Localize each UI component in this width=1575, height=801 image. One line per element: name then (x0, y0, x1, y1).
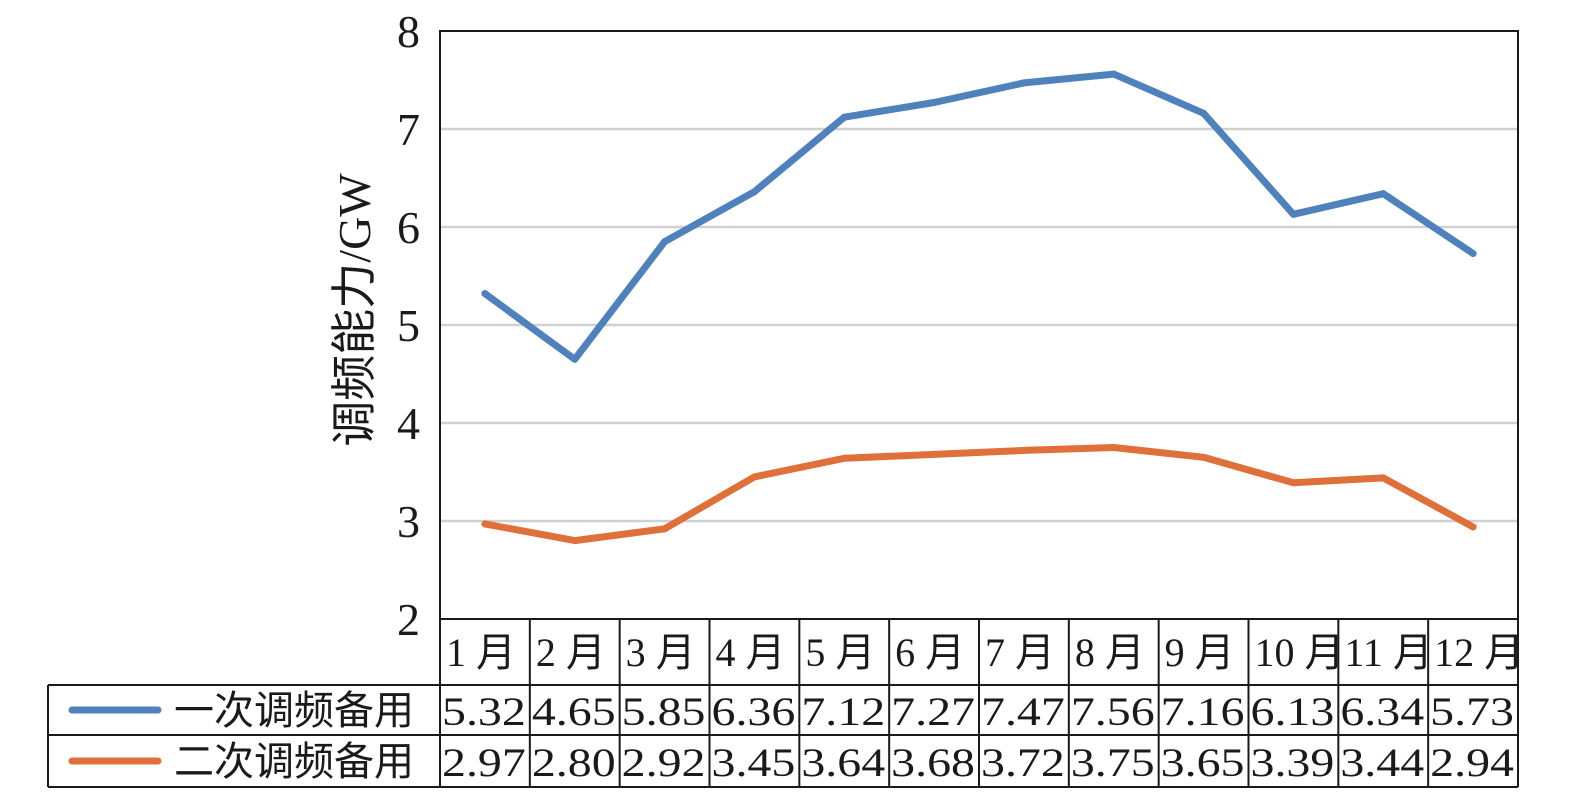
data-table-value: 4.65 (532, 689, 616, 734)
x-tick-label: 9 月 (1165, 630, 1235, 675)
data-table-value: 3.44 (1340, 740, 1424, 785)
y-tick-label: 6 (397, 202, 420, 253)
data-table-value: 7.27 (891, 689, 975, 734)
y-tick-label: 4 (397, 398, 420, 449)
data-point (840, 454, 848, 462)
data-point (1110, 444, 1118, 451)
x-tick-label: 8 月 (1075, 630, 1145, 675)
series-line-2 (481, 444, 1477, 545)
data-table-value: 3.72 (981, 740, 1065, 785)
data-table: 1 月 2 月 3 月 4 月 5 月 6 月 7 月 8 月 9 月 10 月 11 月 12 月一… (47, 619, 1524, 788)
data-table-value: 2.80 (532, 740, 616, 785)
data-table-value: 6.34 (1340, 689, 1424, 734)
x-tick-label: 6 月 (895, 630, 965, 675)
data-point (750, 473, 758, 481)
y-tick-label: 5 (397, 300, 420, 351)
data-table-value: 3.65 (1161, 740, 1245, 785)
data-table-value: 3.64 (801, 740, 885, 785)
x-tick-label: 7 月 (985, 630, 1055, 675)
x-tick-label: 1 月 (446, 630, 516, 675)
data-point (1200, 109, 1208, 117)
data-point (1289, 479, 1297, 487)
x-tick-label: 12 月 (1434, 630, 1524, 675)
data-point (661, 238, 669, 246)
legend-label: 一次调频备用 (174, 688, 414, 733)
data-point (1110, 70, 1118, 78)
x-tick-label: 2 月 (536, 630, 606, 675)
data-point (840, 113, 848, 121)
series-line-1 (481, 70, 1477, 363)
data-point (930, 99, 938, 107)
data-point (481, 520, 489, 528)
data-table-value: 2.97 (442, 740, 526, 785)
data-table-value: 3.68 (891, 740, 975, 785)
y-tick-label: 2 (397, 594, 420, 645)
data-point (1379, 474, 1387, 482)
data-table-value: 7.56 (1071, 689, 1155, 734)
data-point (1469, 249, 1477, 257)
y-axis-label: 调频能力/GW (329, 173, 380, 447)
series-lines (481, 70, 1477, 545)
y-tick-label: 3 (397, 496, 420, 547)
data-table-value: 6.36 (712, 689, 796, 734)
data-table-value: 5.73 (1430, 689, 1514, 734)
data-table-value: 3.39 (1251, 740, 1335, 785)
x-tick-label: 10 月 (1255, 630, 1345, 675)
data-table-value: 7.12 (801, 689, 885, 734)
legend-label: 二次调频备用 (174, 739, 414, 784)
x-tick-label: 5 月 (805, 630, 875, 675)
data-point (930, 450, 938, 458)
y-tick-label: 7 (397, 104, 420, 155)
data-table-value: 5.85 (622, 689, 706, 734)
data-table-value: 3.75 (1071, 740, 1155, 785)
data-point (1020, 446, 1028, 454)
data-table-value: 2.92 (622, 740, 706, 785)
data-point (1289, 210, 1297, 218)
data-point (1200, 453, 1208, 461)
data-point (1379, 190, 1387, 198)
data-table-value: 5.32 (442, 689, 526, 734)
data-point (1020, 79, 1028, 87)
gridlines (440, 127, 1518, 523)
data-point (481, 290, 489, 298)
data-point (661, 525, 669, 533)
data-point (1469, 523, 1477, 531)
data-point (750, 188, 758, 196)
data-table-value: 6.13 (1251, 689, 1335, 734)
y-tick-label: 8 (397, 6, 420, 57)
data-point (571, 537, 579, 545)
x-tick-label: 11 月 (1344, 630, 1433, 675)
data-point (571, 355, 579, 363)
x-tick-label: 4 月 (716, 630, 786, 675)
data-table-value: 7.47 (981, 689, 1065, 734)
x-tick-label: 3 月 (626, 630, 696, 675)
y-axis: 2 3 4 5 6 7 8 (397, 6, 1519, 645)
data-table-value: 2.94 (1430, 740, 1514, 785)
data-table-value: 7.16 (1161, 689, 1245, 734)
data-table-value: 3.45 (712, 740, 796, 785)
